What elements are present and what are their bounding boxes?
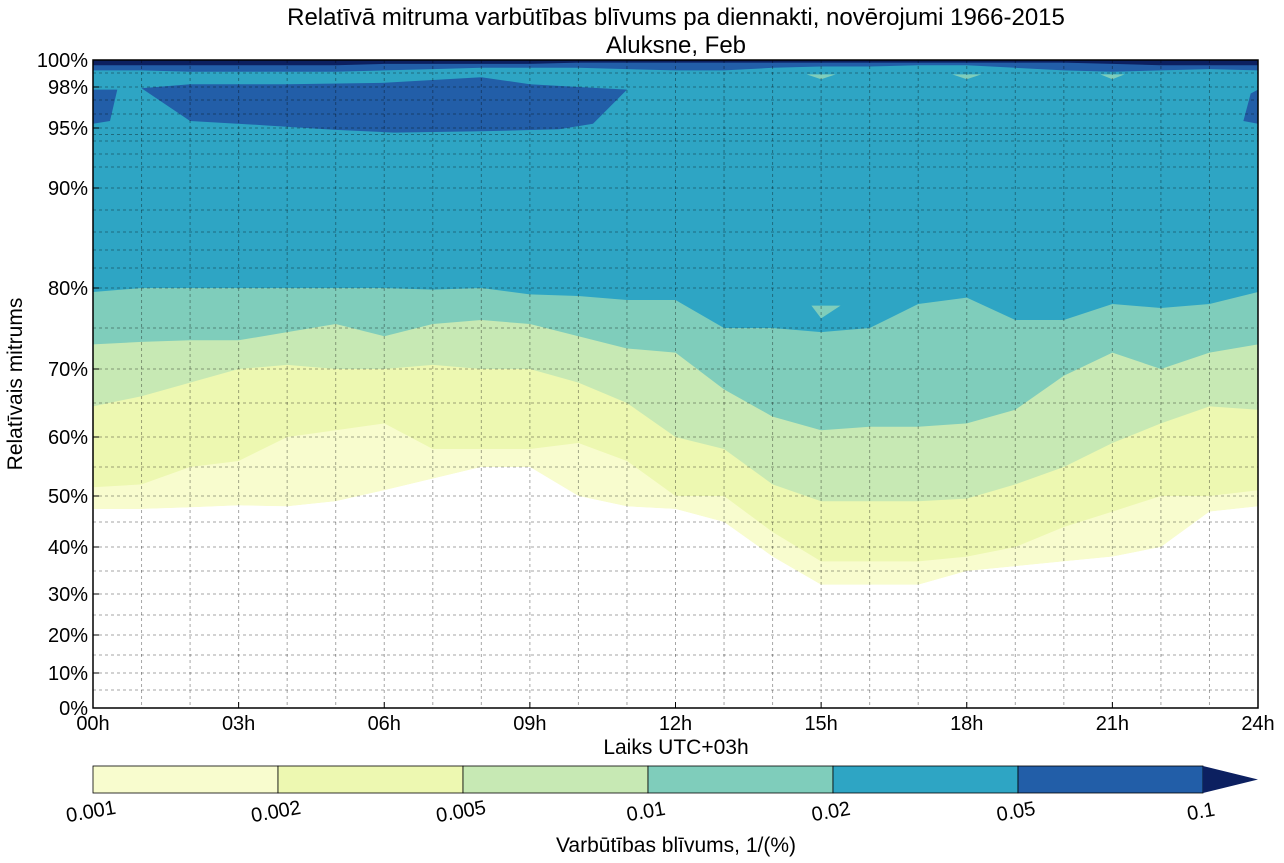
y-axis-label: Relatīvais mitrums [4, 298, 27, 471]
chart-subtitle: Aluksne, Feb [606, 32, 746, 59]
x-tick-label: 06h [368, 713, 401, 735]
x-tick-label: 03h [222, 713, 255, 735]
x-tick-label: 09h [513, 713, 546, 735]
colorbar-extend-arrow [1203, 766, 1258, 793]
y-tick-label: 0% [59, 698, 88, 720]
x-axis: 00h 03h 06h 09h 12h 15h 18h 21h 24h [76, 702, 1275, 735]
y-tick-label: 100% [37, 50, 88, 72]
plot-area [92, 59, 1259, 709]
band-0.01-spot [1100, 74, 1125, 80]
band-0.01-spot [806, 74, 836, 80]
band-0.05-patch-left [93, 89, 118, 124]
y-tick-label: 50% [48, 486, 88, 508]
band-0.05-patch-night [141, 77, 627, 133]
x-tick-label: 12h [659, 713, 692, 735]
colorbar: 0.001 0.002 0.005 0.01 0.02 0.05 0.1 [64, 765, 1258, 827]
y-tick-label: 60% [48, 427, 88, 449]
colorbar-tick-label: 0.005 [434, 797, 487, 827]
y-tick-label: 70% [48, 359, 88, 381]
chart-title: Relatīvā mitruma varbūtības blīvums pa d… [287, 4, 1065, 31]
colorbar-segment [832, 765, 1019, 794]
y-tick-label: 98% [48, 77, 88, 99]
y-tick-label: 20% [48, 625, 88, 647]
colorbar-segment [1017, 765, 1204, 794]
colorbar-tick-label: 0.05 [995, 798, 1037, 826]
y-tick-label: 95% [48, 118, 88, 140]
y-tick-label: 10% [48, 663, 88, 685]
colorbar-segment [462, 765, 649, 794]
band-0.1-region [93, 60, 1258, 66]
y-tick-label: 80% [48, 278, 88, 300]
colorbar-segment [277, 765, 464, 794]
y-tick-label: 90% [48, 178, 88, 200]
contour-bands [93, 60, 1258, 708]
x-tick-label: 15h [804, 713, 837, 735]
x-tick-label: 00h [76, 713, 109, 735]
x-axis-label: Laiks UTC+03h [603, 736, 748, 759]
below-threshold-region [93, 467, 1258, 708]
y-axis: 0% 10% 20% 30% 40% 50% 60% 70% 80% 90% 95% 98% 100% [37, 50, 99, 720]
x-tick-label: 21h [1096, 713, 1129, 735]
colorbar-label: Varbūtības blīvums, 1/(%) [556, 834, 796, 857]
colorbar-tick-label: 0.001 [64, 797, 117, 827]
x-tick-label: 24h [1241, 713, 1274, 735]
grid-lines [93, 60, 1258, 708]
colorbar-segment [92, 765, 279, 794]
colorbar-tick-label: 0.02 [810, 798, 852, 826]
x-tick-label: 18h [950, 713, 983, 735]
colorbar-tick-label: 0.002 [249, 797, 302, 827]
colorbar-tick-label: 0.1 [1185, 799, 1216, 825]
y-tick-label: 40% [48, 537, 88, 559]
band-0.05-patch-right [1243, 89, 1258, 124]
band-0.01-spot [952, 74, 982, 80]
band-0.01-spot [811, 305, 841, 319]
colorbar-segment [647, 765, 834, 794]
colorbar-tick-label: 0.01 [625, 798, 667, 826]
y-tick-label: 30% [48, 584, 88, 606]
